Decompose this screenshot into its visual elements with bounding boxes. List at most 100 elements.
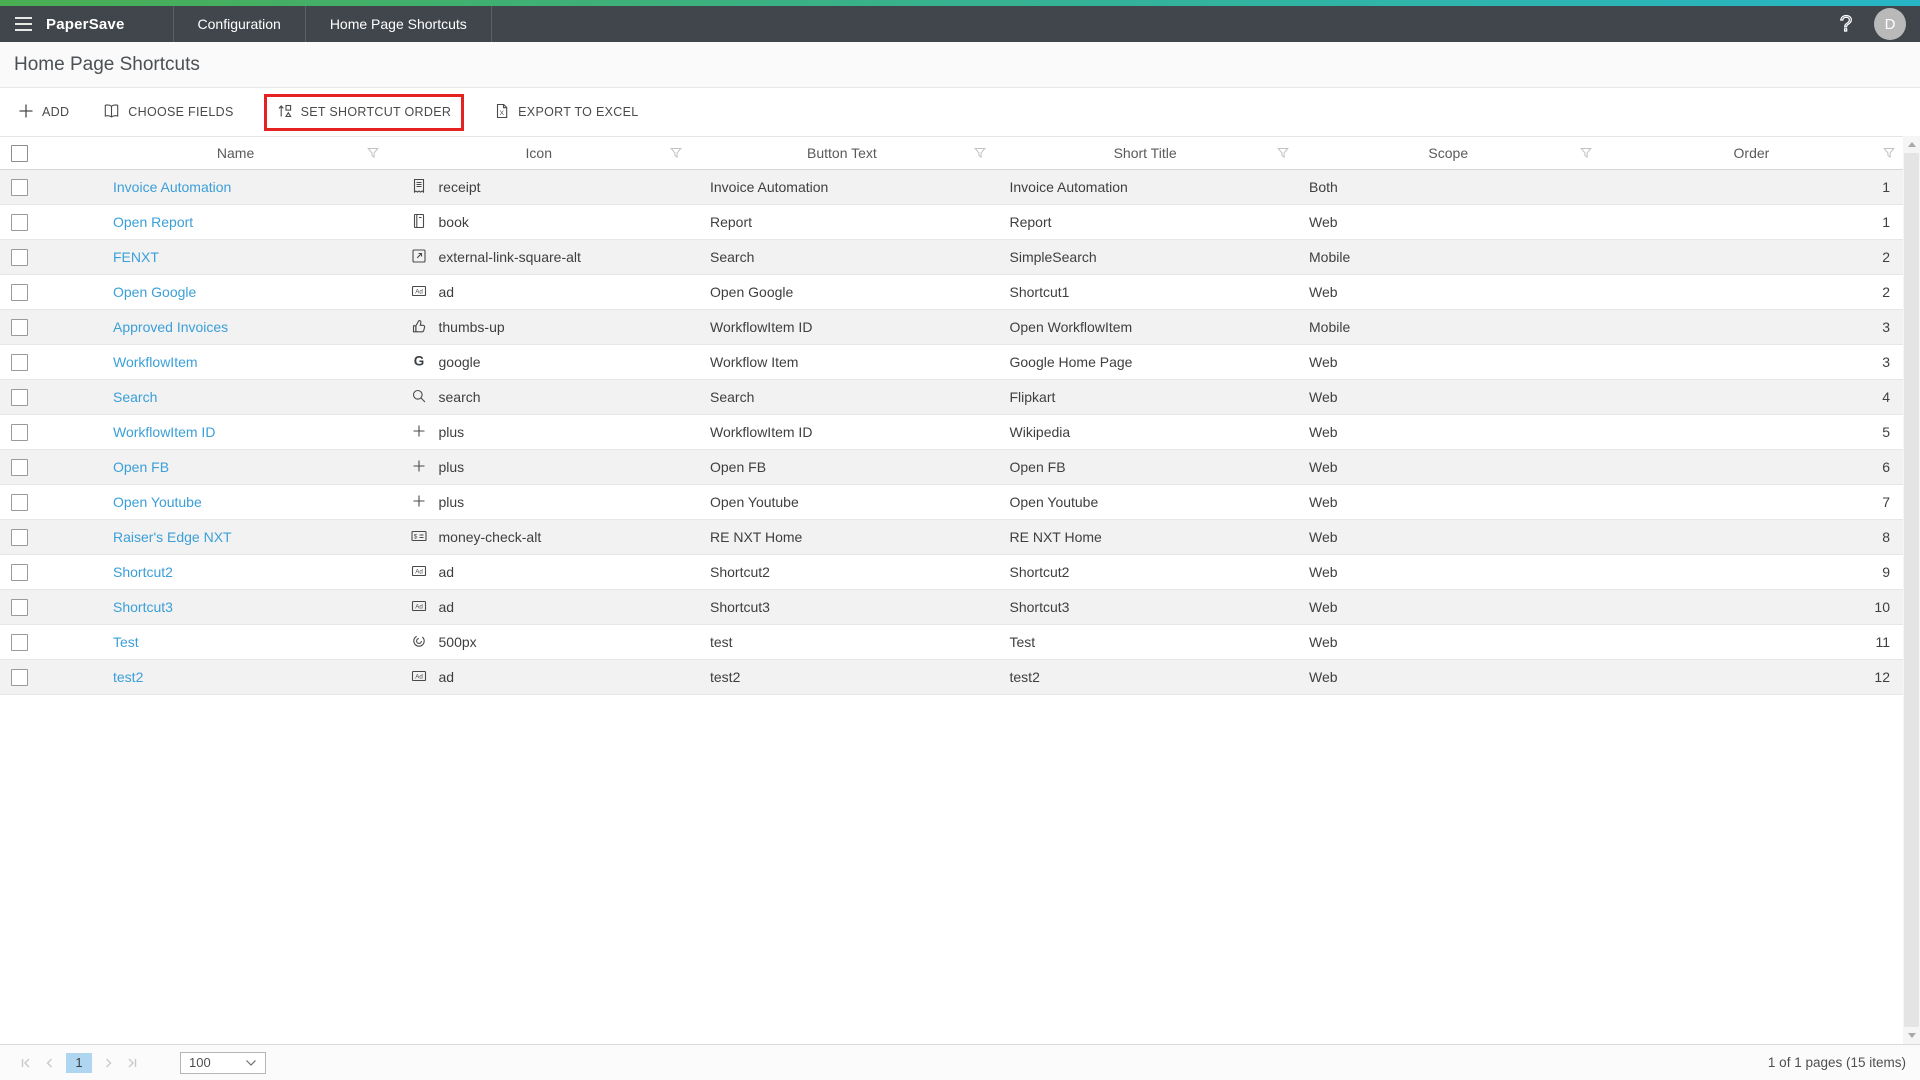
scrollbar-thumb[interactable] (1904, 153, 1919, 1027)
row-checkbox[interactable] (11, 493, 28, 511)
filter-icon[interactable] (670, 148, 683, 159)
order-cell: 1 (1882, 214, 1890, 230)
filter-icon[interactable] (367, 148, 380, 159)
nav-item-home-page-shortcuts[interactable]: Home Page Shortcuts (329, 16, 467, 32)
shortcut-name-link[interactable]: Test (113, 634, 139, 650)
order-cell: 9 (1882, 564, 1890, 580)
column-header-short-title[interactable]: Short Title (994, 137, 1297, 169)
row-checkbox[interactable] (11, 353, 28, 371)
scrollbar-track[interactable] (1903, 153, 1920, 1027)
shortcut-name-link[interactable]: WorkflowItem (113, 354, 198, 370)
row-checkbox[interactable] (11, 178, 28, 196)
row-checkbox[interactable] (11, 423, 28, 441)
button-text-cell: test2 (710, 669, 741, 685)
last-page-icon[interactable] (120, 1051, 144, 1075)
short-title-cell: Shortcut2 (1009, 564, 1070, 580)
row-checkbox[interactable] (11, 318, 28, 336)
page-size-dropdown[interactable]: 100 (180, 1051, 266, 1074)
order-cell: 1 (1882, 179, 1890, 195)
shortcut-name-link[interactable]: Open Report (113, 214, 194, 230)
scroll-down-arrow-icon[interactable] (1903, 1027, 1920, 1044)
choose-fields-button[interactable]: CHOOSE FIELDS (99, 97, 237, 128)
brand-title[interactable]: PaperSave (46, 15, 125, 33)
short-title-cell: Open FB (1009, 459, 1066, 475)
help-icon[interactable]: ? (1839, 10, 1853, 36)
shortcut-name-link[interactable]: FENXT (113, 249, 159, 265)
row-checkbox[interactable] (11, 598, 28, 616)
filter-icon[interactable] (973, 148, 986, 159)
table-row: FENXT external-link-square-alt Search Si… (0, 240, 1903, 275)
icon-name-label: ad (438, 599, 455, 615)
column-header-scope[interactable]: Scope (1297, 137, 1600, 169)
shortcut-name-link[interactable]: test2 (113, 669, 144, 685)
button-text-cell: test (710, 634, 733, 650)
table-row: WorkflowItem G google Workflow Item Goog… (0, 345, 1903, 380)
shortcut-name-link[interactable]: Shortcut3 (113, 599, 173, 615)
column-header-button-text[interactable]: Button Text (690, 137, 993, 169)
vertical-scrollbar[interactable] (1903, 136, 1920, 1044)
shortcut-name-link[interactable]: WorkflowItem ID (113, 424, 216, 440)
button-text-cell: Open Google (710, 284, 794, 300)
row-checkbox[interactable] (11, 668, 28, 686)
next-page-icon[interactable] (96, 1051, 120, 1075)
order-cell: 2 (1882, 249, 1890, 265)
select-all-cell (0, 137, 84, 169)
short-title-cell: Shortcut1 (1009, 284, 1070, 300)
order-cell: 2 (1882, 284, 1890, 300)
avatar-wrap: D (1874, 6, 1920, 42)
shortcut-name-link[interactable]: Invoice Automation (113, 179, 232, 195)
row-checkbox[interactable] (11, 283, 28, 301)
add-button[interactable]: ADD (14, 97, 73, 128)
column-header-order[interactable]: Order (1600, 137, 1903, 169)
shortcut-name-link[interactable]: Open Google (113, 284, 197, 300)
short-title-cell: Google Home Page (1009, 354, 1133, 370)
button-text-cell: Workflow Item (710, 354, 799, 370)
row-checkbox[interactable] (11, 458, 28, 476)
column-header-name[interactable]: Name (84, 137, 387, 169)
shortcut-name-link[interactable]: Open FB (113, 459, 170, 475)
avatar[interactable]: D (1874, 8, 1906, 40)
button-text-cell: Invoice Automation (710, 179, 829, 195)
row-checkbox[interactable] (11, 563, 28, 581)
scope-cell: Web (1309, 529, 1338, 545)
shortcut-name-link[interactable]: Approved Invoices (113, 319, 229, 335)
shortcut-name-link[interactable]: Open Youtube (113, 494, 202, 510)
icon-name-label: plus (438, 424, 465, 440)
row-checkbox[interactable] (11, 213, 28, 231)
table-row: WorkflowItem ID plus WorkflowItem ID Wik… (0, 415, 1903, 450)
short-title-cell: Flipkart (1009, 389, 1056, 405)
current-page-button[interactable]: 1 (66, 1052, 92, 1073)
first-page-icon[interactable] (14, 1051, 38, 1075)
filter-icon[interactable] (1276, 148, 1289, 159)
scope-cell: Web (1309, 459, 1338, 475)
icon-name-label: receipt (438, 179, 481, 195)
set-shortcut-order-button[interactable]: SET SHORTCUT ORDER (263, 93, 465, 131)
row-checkbox[interactable] (11, 388, 28, 406)
ad-icon: Ad (411, 598, 427, 617)
svg-text:X: X (500, 110, 505, 117)
export-to-excel-button[interactable]: X EXPORT TO EXCEL (490, 97, 642, 128)
filter-icon[interactable] (1579, 148, 1592, 159)
nav-item-configuration[interactable]: Configuration (197, 16, 281, 32)
short-title-cell: Shortcut3 (1009, 599, 1070, 615)
scroll-up-arrow-icon[interactable] (1903, 136, 1920, 153)
shortcut-name-link[interactable]: Raiser's Edge NXT (113, 529, 232, 545)
nav-divider (490, 6, 492, 42)
hamburger-menu-icon[interactable] (0, 6, 46, 42)
row-checkbox[interactable] (11, 633, 28, 651)
button-text-cell: Shortcut3 (710, 599, 770, 615)
row-checkbox[interactable] (11, 528, 28, 546)
shortcut-name-link[interactable]: Search (113, 389, 158, 405)
order-cell: 8 (1882, 529, 1890, 545)
shortcut-name-link[interactable]: Shortcut2 (113, 564, 173, 580)
prev-page-icon[interactable] (38, 1051, 62, 1075)
scope-cell: Web (1309, 424, 1338, 440)
scope-cell: Web (1309, 389, 1338, 405)
filter-icon[interactable] (1883, 148, 1895, 159)
table-row: Test 500px test Test Web 11 (0, 625, 1903, 660)
row-checkbox[interactable] (11, 248, 28, 266)
column-header-icon[interactable]: Icon (387, 137, 690, 169)
select-all-checkbox[interactable] (11, 144, 28, 162)
scope-cell: Web (1309, 634, 1338, 650)
